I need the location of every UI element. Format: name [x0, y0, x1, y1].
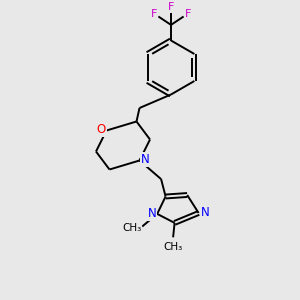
Text: N: N: [140, 153, 149, 167]
Text: CH₃: CH₃: [164, 242, 183, 252]
Text: N: N: [201, 206, 210, 220]
Text: CH₃: CH₃: [122, 223, 141, 233]
Text: N: N: [147, 207, 156, 220]
Text: F: F: [151, 9, 157, 19]
Text: O: O: [97, 123, 106, 136]
Text: F: F: [185, 9, 191, 19]
Text: F: F: [168, 2, 174, 13]
